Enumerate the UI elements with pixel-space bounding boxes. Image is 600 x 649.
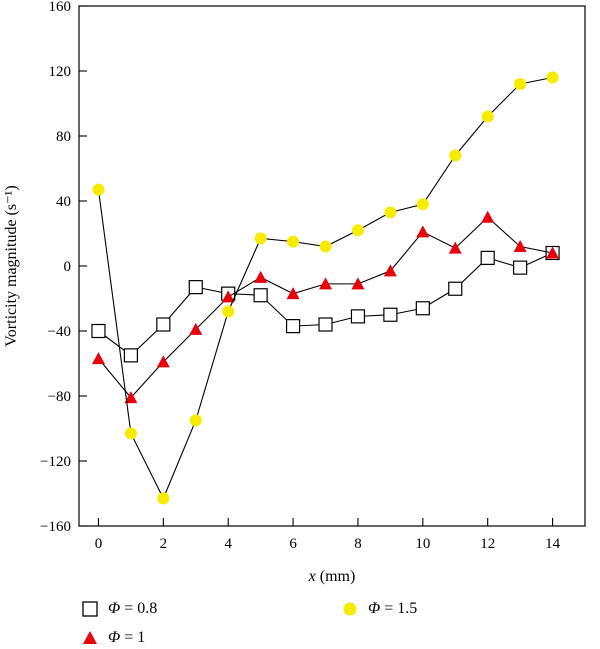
data-point-square bbox=[480, 250, 495, 265]
data-point-triangle bbox=[221, 290, 235, 303]
data-point-circle bbox=[222, 305, 235, 318]
y-tick-label: 160 bbox=[49, 0, 72, 15]
data-point-triangle bbox=[351, 277, 365, 290]
legend-item-phi-1: Φ = 1 bbox=[80, 627, 145, 649]
series-layer bbox=[91, 71, 560, 505]
data-point-circle bbox=[449, 149, 462, 162]
circle-marker-icon bbox=[343, 602, 357, 616]
data-point-square bbox=[350, 309, 366, 324]
y-tick-label: −40 bbox=[48, 324, 71, 340]
y-tick-label: −80 bbox=[48, 389, 71, 405]
legend-label-phi-1-5: Φ = 1.5 bbox=[368, 600, 418, 617]
y-tick-label: 80 bbox=[56, 129, 71, 145]
data-point-square bbox=[415, 301, 430, 316]
data-point-square bbox=[123, 348, 138, 363]
x-tick-label: 0 bbox=[95, 536, 103, 552]
data-point-triangle bbox=[91, 352, 105, 365]
data-point-square bbox=[91, 323, 106, 339]
data-point-triangle bbox=[383, 264, 397, 277]
data-point-triangle bbox=[513, 240, 527, 252]
data-point-triangle bbox=[254, 270, 268, 283]
legend-item-phi-1-5: Φ = 1.5 bbox=[340, 598, 417, 620]
data-point-circle bbox=[384, 206, 397, 219]
series-1 bbox=[91, 210, 560, 404]
data-point-triangle bbox=[448, 241, 462, 254]
data-point-square bbox=[285, 319, 301, 334]
data-point-triangle bbox=[481, 210, 495, 223]
data-point-square bbox=[318, 317, 333, 332]
x-tick-label: 10 bbox=[415, 536, 430, 552]
y-tick-label: 40 bbox=[56, 194, 71, 210]
x-tick-label: 6 bbox=[289, 536, 297, 552]
x-tick-label: 4 bbox=[224, 536, 232, 552]
data-point-circle bbox=[124, 427, 137, 440]
data-point-triangle bbox=[286, 287, 300, 300]
x-tick-label: 12 bbox=[480, 536, 495, 552]
x-tick-label: 2 bbox=[160, 536, 168, 552]
data-point-circle bbox=[481, 110, 494, 123]
data-point-circle bbox=[92, 183, 105, 196]
data-point-circle bbox=[254, 232, 267, 245]
y-tick-label: −160 bbox=[40, 519, 71, 535]
triangle-marker-icon bbox=[83, 631, 97, 644]
data-point-square bbox=[188, 280, 203, 295]
data-point-square bbox=[156, 317, 171, 332]
data-point-square bbox=[383, 307, 398, 322]
legend-label-phi-0-8: Φ = 0.8 bbox=[108, 600, 158, 617]
data-point-triangle bbox=[156, 355, 170, 368]
data-point-circle bbox=[319, 240, 332, 253]
data-point-triangle bbox=[189, 322, 203, 335]
plot-frame bbox=[78, 5, 586, 527]
data-point-square bbox=[448, 281, 463, 296]
data-point-triangle bbox=[124, 391, 138, 404]
series-2 bbox=[92, 71, 559, 505]
data-point-circle bbox=[157, 492, 170, 505]
legend-label-phi-1: Φ = 1 bbox=[108, 629, 146, 646]
square-marker-icon bbox=[82, 601, 98, 617]
legend: Φ = 0.8 Φ = 1 Φ = 1.5 bbox=[0, 590, 600, 647]
data-point-circle bbox=[351, 224, 364, 237]
data-point-circle bbox=[287, 235, 300, 248]
y-tick-label: 120 bbox=[49, 64, 72, 80]
data-point-circle bbox=[189, 414, 202, 427]
y-tick-label: −120 bbox=[40, 454, 71, 470]
data-point-circle bbox=[416, 198, 429, 211]
data-point-square bbox=[253, 288, 268, 303]
data-point-triangle bbox=[319, 277, 333, 290]
data-point-triangle bbox=[546, 246, 560, 259]
data-point-triangle bbox=[416, 225, 430, 238]
series-0 bbox=[91, 245, 560, 363]
data-point-circle bbox=[546, 71, 559, 84]
y-tick-label: 0 bbox=[64, 259, 72, 275]
x-tick-label: 14 bbox=[545, 536, 561, 552]
data-point-circle bbox=[514, 78, 527, 90]
plot-area bbox=[79, 6, 585, 526]
vorticity-chart: 0 2 4 6 8 10 12 14 −160 −120 −80 −40 0 40 80 120 160 x (m… bbox=[3, 0, 586, 585]
legend-item-phi-0-8: Φ = 0.8 bbox=[80, 598, 157, 620]
x-tick-label: 8 bbox=[354, 536, 362, 552]
x-axis-title: x (mm) bbox=[308, 568, 356, 585]
y-axis-title: Vorticity magnitude (s⁻¹) bbox=[3, 185, 20, 346]
data-point-square bbox=[513, 260, 528, 275]
